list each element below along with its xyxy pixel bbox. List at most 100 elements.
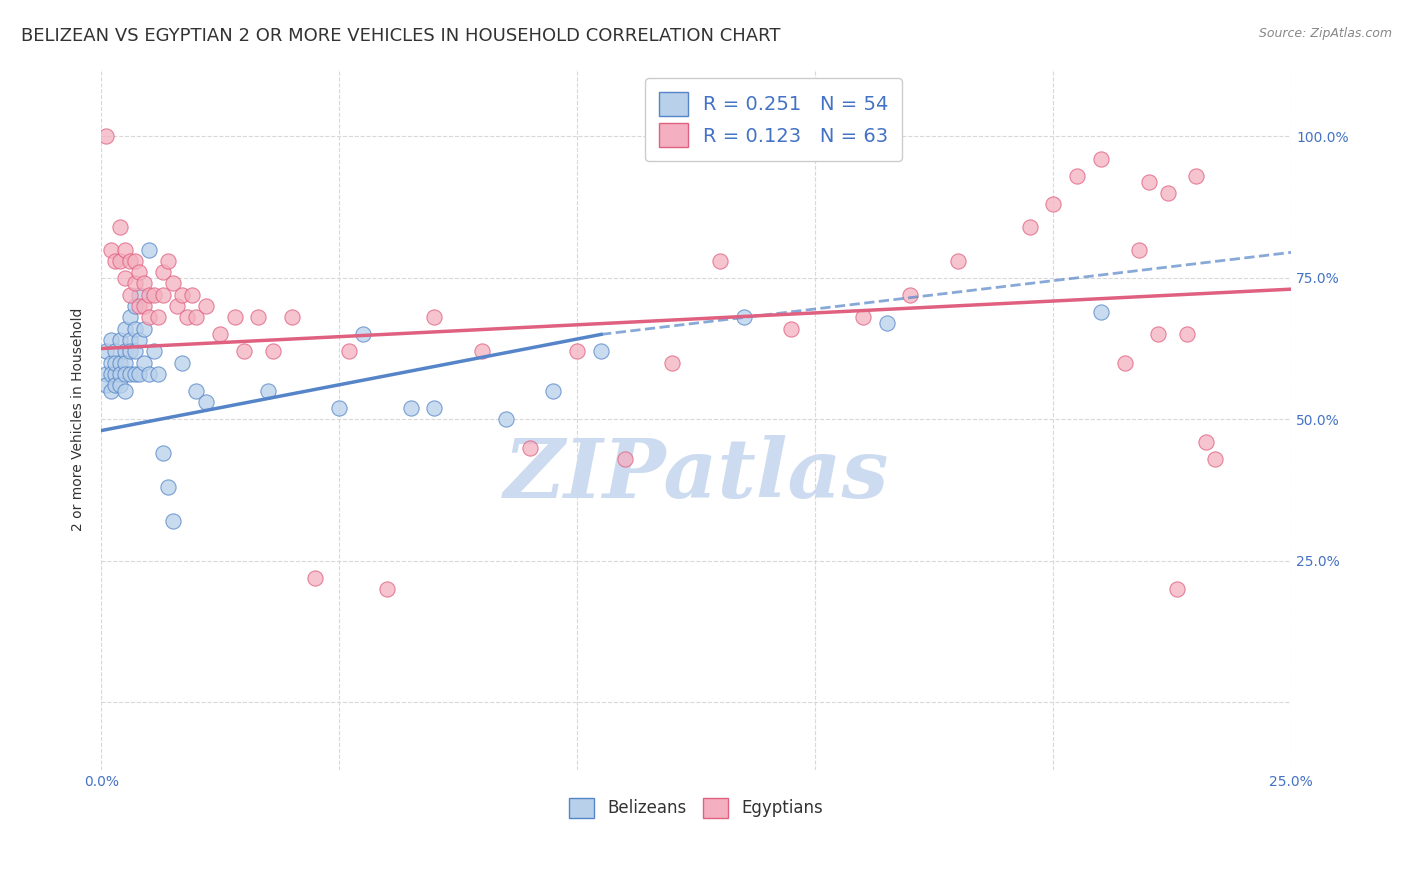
Point [337,344,360,359]
Point [142,287,165,301]
Point [110,378,132,392]
Point [114,367,136,381]
Text: BELIZEAN VS EGYPTIAN 2 OR MORE VEHICLES IN HOUSEHOLD CORRELATION CHART: BELIZEAN VS EGYPTIAN 2 OR MORE VEHICLES … [21,27,780,45]
Point [180,287,202,301]
Point [104,378,127,392]
Point [375,582,398,596]
Point [100,333,122,347]
Point [172,287,194,301]
Point [94,129,117,144]
Point [352,327,374,342]
Point [110,219,132,234]
Point [709,253,731,268]
Point [132,299,155,313]
Point [100,367,122,381]
Point [118,287,141,301]
Point [1066,169,1088,183]
Point [114,384,136,398]
Point [156,253,179,268]
Point [661,356,683,370]
Point [94,344,117,359]
Point [110,367,132,381]
Point [543,384,565,398]
Point [1147,327,1170,342]
Point [780,322,803,336]
Point [156,480,179,494]
Point [733,310,755,325]
Point [138,287,160,301]
Point [399,401,422,415]
Point [567,344,589,359]
Point [900,287,922,301]
Point [423,401,446,415]
Point [471,344,494,359]
Point [247,310,270,325]
Point [152,287,174,301]
Point [132,356,155,370]
Point [124,253,146,268]
Point [1137,175,1160,189]
Text: ZIPatlas: ZIPatlas [503,435,889,516]
Point [166,299,188,313]
Point [128,287,150,301]
Point [94,378,117,392]
Point [495,412,517,426]
Point [162,277,184,291]
Point [100,243,122,257]
Point [124,322,146,336]
Point [114,356,136,370]
Point [280,310,302,325]
Point [104,367,127,381]
Point [186,384,208,398]
Point [114,270,136,285]
Point [1090,152,1112,166]
Point [148,367,170,381]
Point [1018,219,1040,234]
Point [118,253,141,268]
Point [613,451,636,466]
Point [110,356,132,370]
Point [186,310,208,325]
Point [162,514,184,528]
Point [423,310,446,325]
Point [124,277,146,291]
Point [256,384,278,398]
Point [94,367,117,381]
Point [194,299,217,313]
Point [224,310,246,325]
Point [128,367,150,381]
Point [128,265,150,279]
Point [138,367,160,381]
Point [1175,327,1198,342]
Point [519,441,541,455]
Point [118,310,141,325]
Point [114,344,136,359]
Point [1166,582,1188,596]
Point [1042,197,1064,211]
Point [110,333,132,347]
Point [209,327,232,342]
Point [148,310,170,325]
Point [1195,434,1218,449]
Point [152,265,174,279]
Point [104,356,127,370]
Point [104,344,127,359]
Point [128,299,150,313]
Point [114,243,136,257]
Point [1128,243,1150,257]
Point [946,253,969,268]
Point [118,367,141,381]
Point [124,367,146,381]
Point [194,395,217,409]
Point [176,310,198,325]
Point [118,333,141,347]
Point [110,253,132,268]
Point [100,356,122,370]
Point [1114,356,1136,370]
Point [152,446,174,460]
Point [132,322,155,336]
Point [262,344,284,359]
Text: Source: ZipAtlas.com: Source: ZipAtlas.com [1258,27,1392,40]
Point [1185,169,1208,183]
Point [1204,451,1226,466]
